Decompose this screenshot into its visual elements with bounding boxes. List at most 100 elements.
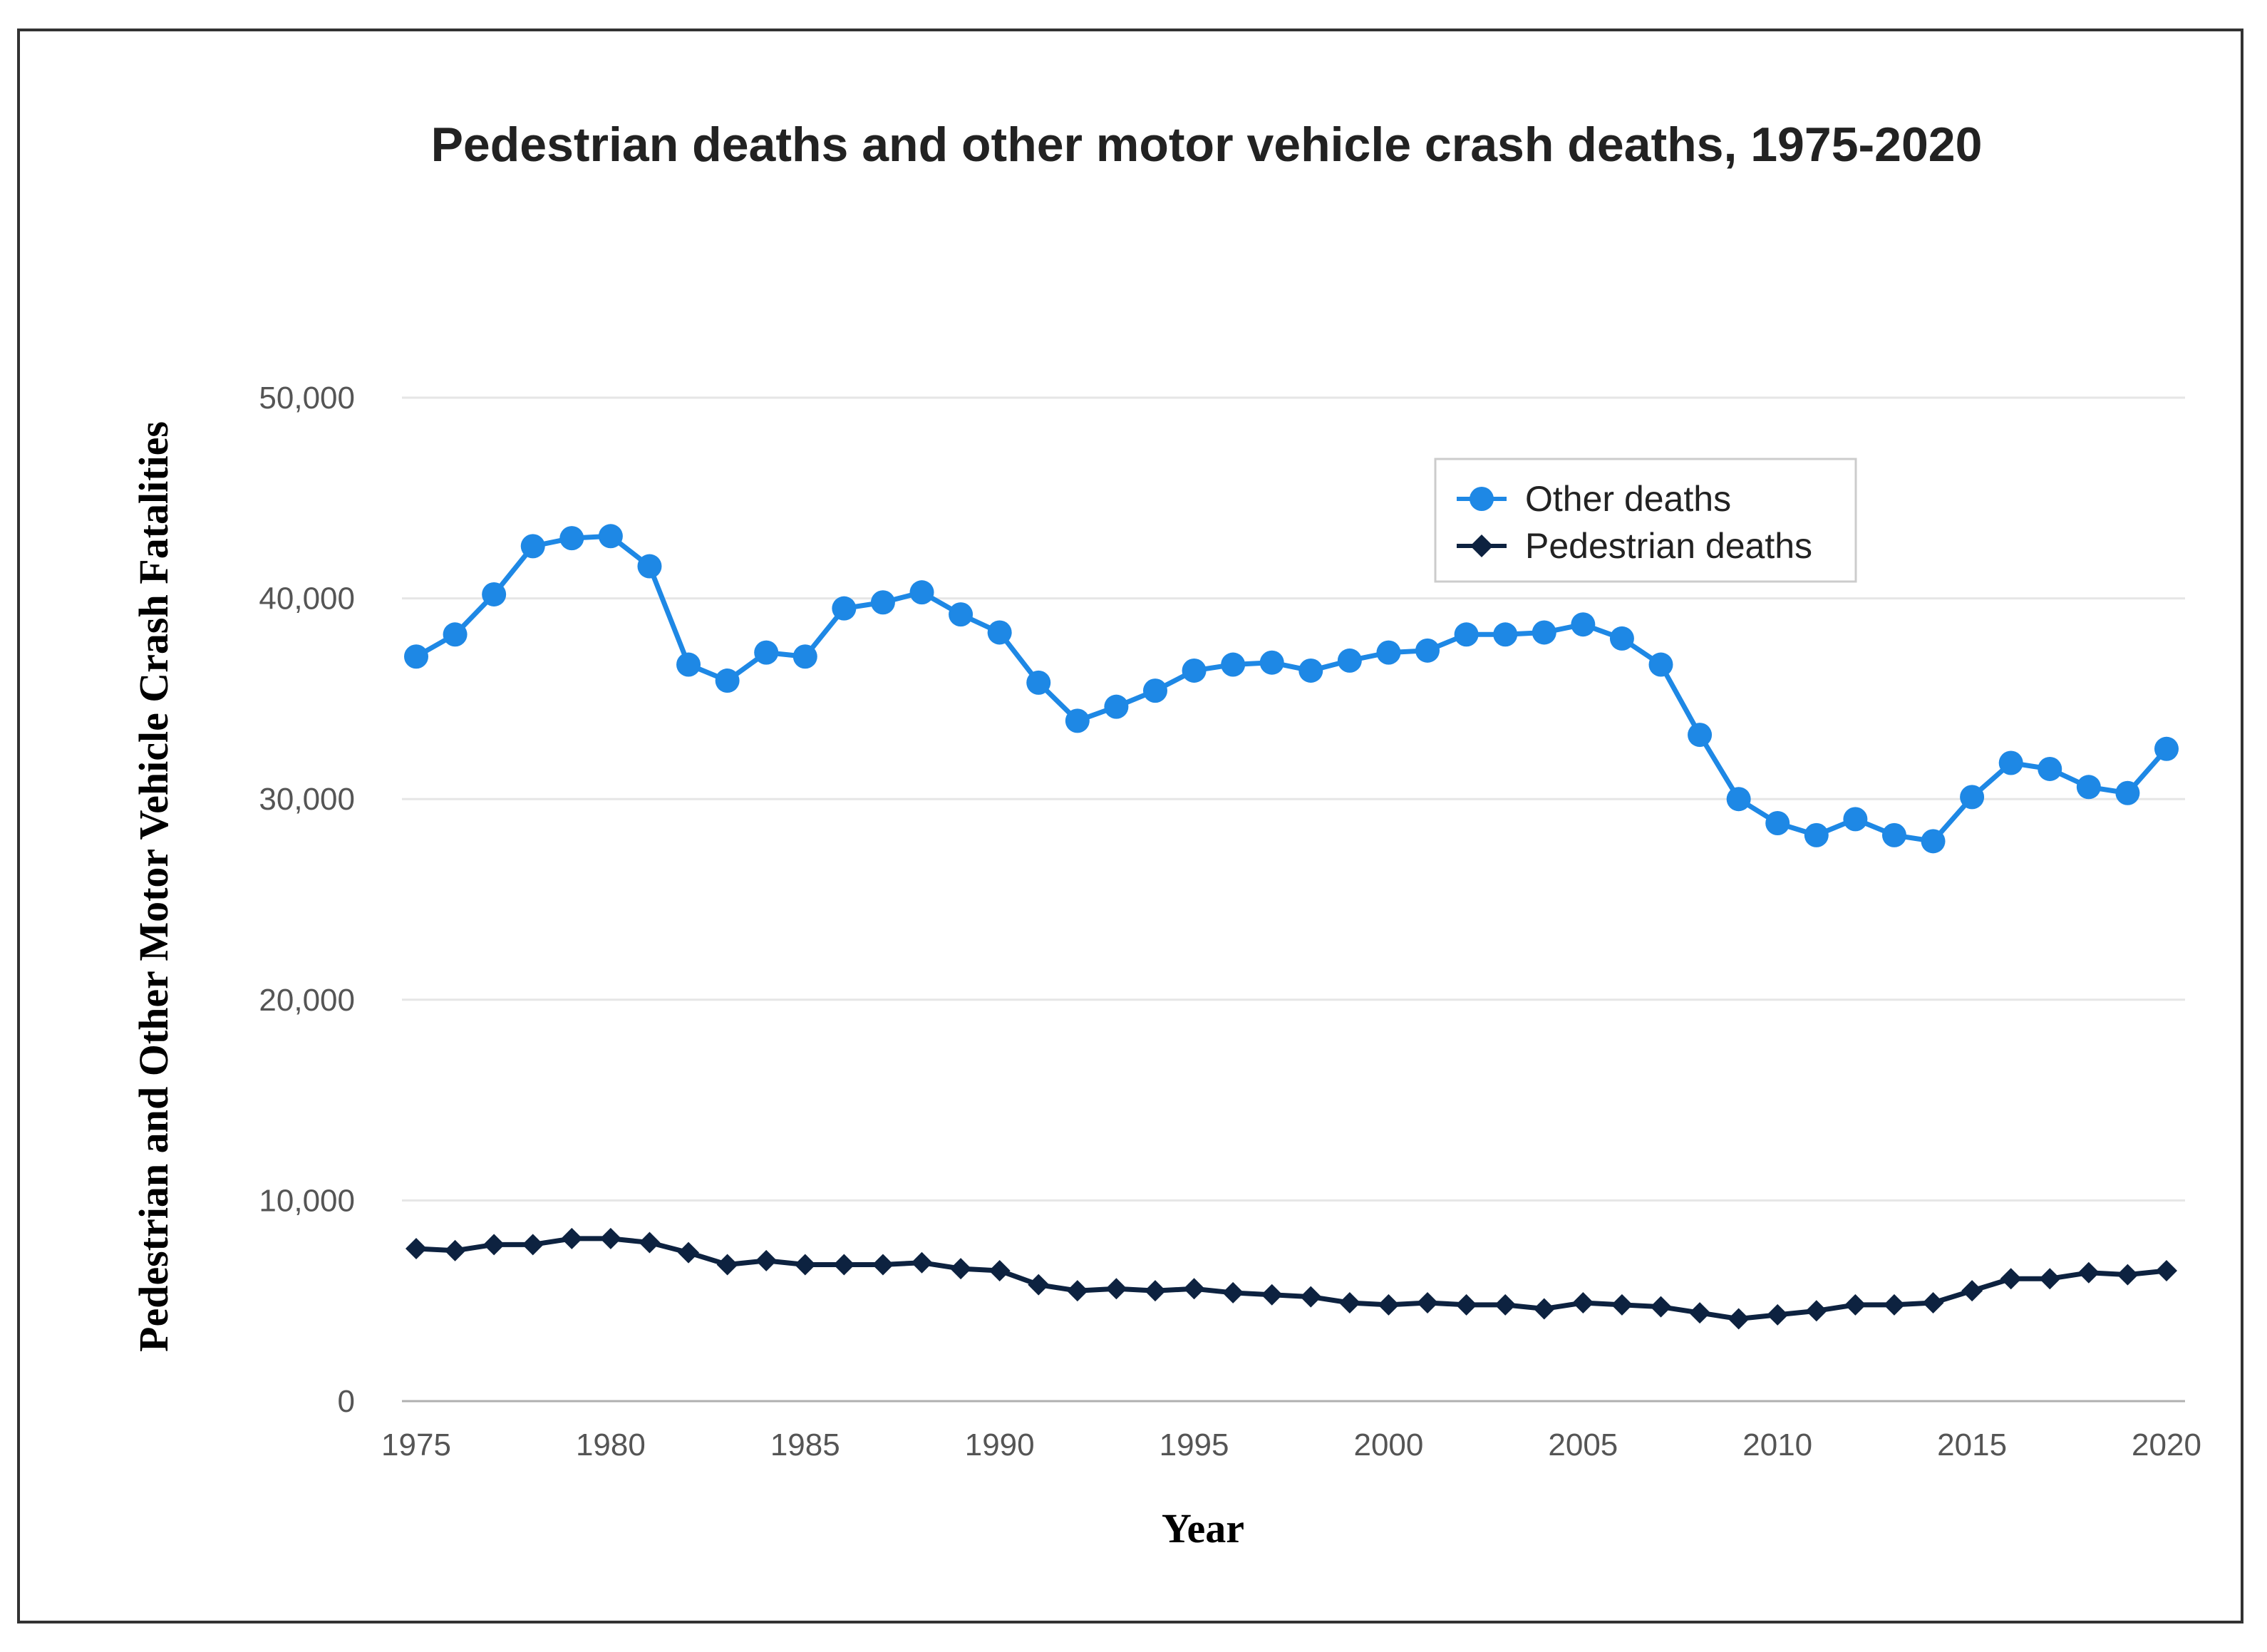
data-point	[1337, 648, 1362, 673]
y-tick-label: 20,000	[259, 983, 355, 1018]
data-point	[1105, 1278, 1127, 1300]
line-chart: Pedestrian deaths and other motor vehicl…	[130, 118, 2201, 1552]
data-point	[1144, 1280, 1166, 1302]
x-tick-label: 1985	[770, 1428, 840, 1462]
data-point	[559, 526, 584, 551]
data-point	[1804, 822, 1829, 847]
data-point	[1455, 1294, 1477, 1316]
data-point	[1378, 1294, 1400, 1316]
legend-pedestrian-label: Pedestrian deaths	[1525, 526, 1812, 566]
data-point	[404, 644, 428, 669]
data-point	[1648, 652, 1673, 677]
series-line	[415, 1236, 2167, 1322]
data-point	[870, 590, 895, 615]
data-point	[1728, 1308, 1750, 1330]
x-tick-label: 1975	[381, 1428, 451, 1462]
x-tick-label: 2020	[2132, 1428, 2201, 1462]
data-point	[833, 1254, 855, 1276]
data-point	[637, 554, 662, 579]
legend-other-label: Other deaths	[1525, 479, 1731, 519]
data-point	[482, 582, 507, 606]
data-point	[1182, 658, 1207, 683]
data-point	[561, 1227, 583, 1249]
x-tick-label: 2000	[1353, 1428, 1423, 1462]
data-point	[2038, 756, 2062, 781]
gridlines	[402, 396, 2185, 1403]
data-point	[406, 1237, 427, 1259]
data-point	[1843, 807, 1868, 832]
data-point	[2154, 736, 2179, 761]
data-point	[1609, 626, 1634, 651]
data-point	[872, 1254, 894, 1276]
data-point	[522, 1234, 544, 1256]
data-point	[1571, 612, 1596, 637]
data-point	[1689, 1302, 1711, 1324]
data-point	[2000, 1268, 2022, 1290]
data-point	[1259, 650, 1284, 675]
data-point	[483, 1234, 505, 1256]
data-point	[1921, 829, 1946, 854]
data-point	[1611, 1294, 1633, 1316]
data-point	[2115, 780, 2140, 805]
data-point	[909, 580, 934, 605]
chart-title: Pedestrian deaths and other motor vehicl…	[431, 118, 1983, 172]
data-point	[950, 1258, 972, 1280]
data-point	[1688, 723, 1713, 748]
data-point	[2076, 775, 2101, 800]
data-point	[1532, 620, 1556, 645]
data-point	[1066, 1280, 1088, 1302]
data-point	[988, 1259, 1011, 1281]
x-tick-label: 2010	[1742, 1428, 1812, 1462]
data-point	[1221, 652, 1246, 677]
x-axis-label: Year	[1162, 1505, 1244, 1552]
data-point	[598, 524, 623, 549]
data-point	[1767, 1303, 1789, 1326]
data-point	[1844, 1294, 1866, 1316]
data-point	[716, 1254, 738, 1276]
data-point	[1961, 1280, 1983, 1302]
data-point	[715, 668, 740, 693]
data-point	[1298, 658, 1323, 683]
x-tick-label: 1995	[1160, 1428, 1229, 1462]
data-point	[676, 652, 701, 677]
legend-other-marker	[1470, 487, 1494, 511]
data-point	[520, 534, 545, 559]
chart-frame: Pedestrian deaths and other motor vehicl…	[17, 29, 2243, 1623]
data-point	[1338, 1292, 1360, 1314]
x-tick-label: 1990	[965, 1428, 1035, 1462]
data-point	[1454, 622, 1479, 647]
data-point	[1805, 1300, 1827, 1322]
data-point	[1415, 638, 1440, 663]
legend-box	[1434, 458, 1857, 583]
data-point	[1104, 694, 1129, 719]
data-point	[2156, 1259, 2177, 1281]
data-point	[1065, 708, 1090, 733]
data-point	[1765, 810, 1790, 835]
data-point	[1376, 640, 1401, 665]
data-point	[1572, 1292, 1594, 1314]
data-point	[1726, 787, 1751, 812]
y-tick-label: 30,000	[259, 782, 355, 817]
data-point	[792, 644, 817, 669]
data-point	[755, 1249, 778, 1271]
data-point	[1998, 750, 2023, 775]
data-point	[1960, 785, 1985, 810]
data-point	[1026, 670, 1051, 695]
series-pedestrian-deaths	[406, 1227, 2177, 1330]
data-point	[794, 1254, 816, 1276]
data-point	[832, 596, 857, 621]
y-tick-label: 10,000	[259, 1183, 355, 1218]
y-axis-label: Pedestrian and Other Motor Vehicle Crash…	[130, 421, 177, 1352]
data-point	[1261, 1284, 1283, 1306]
data-point	[2077, 1261, 2100, 1284]
legend-pedestrian-marker	[1470, 535, 1493, 557]
data-point	[678, 1241, 700, 1264]
y-tick-label: 40,000	[259, 582, 355, 616]
series-line	[415, 533, 2169, 844]
data-point	[443, 622, 468, 647]
legend: Other deaths Pedestrian deaths	[1434, 458, 1857, 583]
data-point	[1533, 1298, 1555, 1320]
x-tick-label: 2015	[1937, 1428, 2007, 1462]
data-point	[1222, 1281, 1244, 1303]
data-point	[987, 620, 1012, 645]
